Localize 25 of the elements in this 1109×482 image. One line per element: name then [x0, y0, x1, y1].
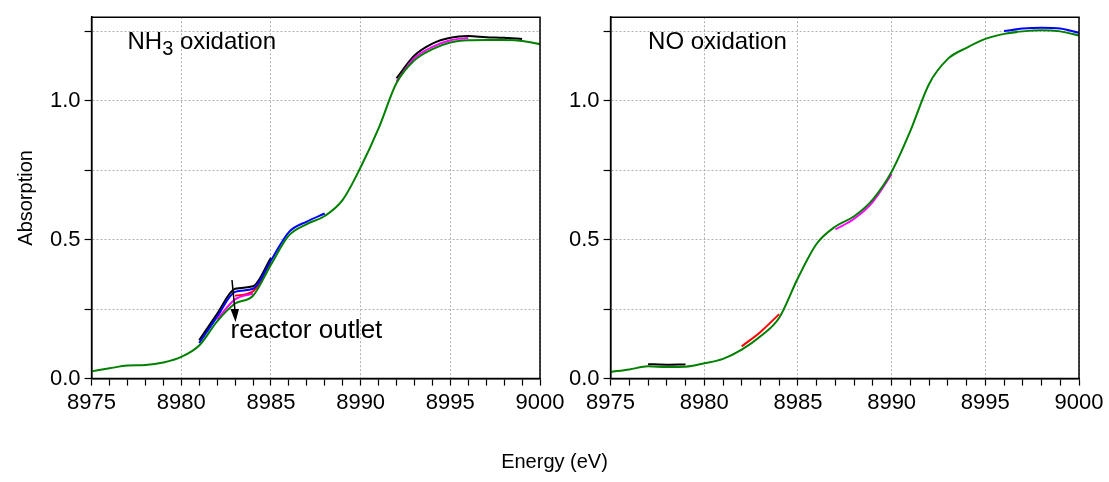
line-series [610, 29, 1079, 373]
x-tick-label: 8985 [773, 388, 823, 414]
x-tick-label: 8990 [336, 388, 386, 414]
x-tick-label: 8975 [67, 388, 117, 414]
x-tick-label: 8985 [246, 388, 296, 414]
x-tick-label: 8995 [960, 388, 1010, 414]
y-tick-label: 1.0 [568, 86, 600, 112]
y-tick-label: 0.0 [49, 364, 81, 390]
y-axis-title: Absorption [13, 150, 36, 246]
x-tick-label: 8980 [156, 388, 206, 414]
chart-title: NO oxidation [648, 27, 787, 56]
y-tick-label: 0.5 [568, 225, 600, 251]
x-tick-label: 8990 [867, 388, 917, 414]
line-series [834, 173, 893, 231]
y-tick-label: 0.0 [568, 364, 600, 390]
x-tick-label: 9000 [1054, 388, 1104, 414]
y-tick-label: 0.5 [49, 225, 81, 251]
annotation: reactor outlet [230, 313, 383, 345]
y-tick-label: 1.0 [49, 86, 81, 112]
x-tick-label: 8995 [425, 388, 475, 414]
text: NH$_{3}$ oxidation [127, 27, 276, 60]
x-tick-label: 8975 [586, 388, 636, 414]
x-tick-label: 8980 [679, 388, 729, 414]
x-axis-title: Energy (eV) [500, 450, 609, 473]
x-tick-label: 9000 [515, 388, 565, 414]
